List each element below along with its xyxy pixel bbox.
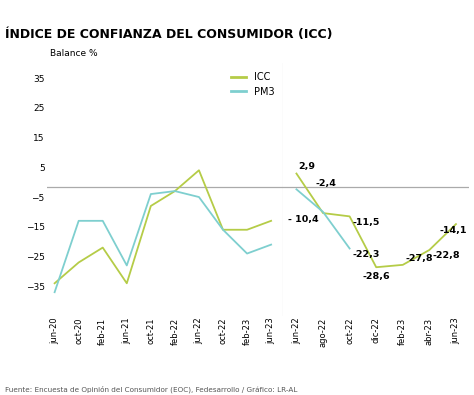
Text: -28,6: -28,6: [363, 272, 390, 281]
Text: ÍNDICE DE CONFIANZA DEL CONSUMIDOR (ICC): ÍNDICE DE CONFIANZA DEL CONSUMIDOR (ICC): [5, 28, 332, 41]
Text: -14,1: -14,1: [439, 226, 466, 235]
Text: -22,8: -22,8: [432, 252, 460, 260]
Text: Fuente: Encuesta de Opinión del Consumidor (EOC), Fedesarrollo / Gráfico: LR-AL: Fuente: Encuesta de Opinión del Consumid…: [5, 386, 297, 393]
Text: -2,4: -2,4: [315, 179, 336, 188]
Text: - 10,4: - 10,4: [288, 214, 319, 224]
Text: -11,5: -11,5: [352, 218, 380, 227]
Text: -22,3: -22,3: [352, 250, 380, 259]
Text: Balance %: Balance %: [50, 49, 97, 58]
Legend: ICC, PM3: ICC, PM3: [228, 68, 278, 101]
Text: -27,8: -27,8: [405, 254, 433, 263]
Text: 2,9: 2,9: [298, 162, 315, 171]
